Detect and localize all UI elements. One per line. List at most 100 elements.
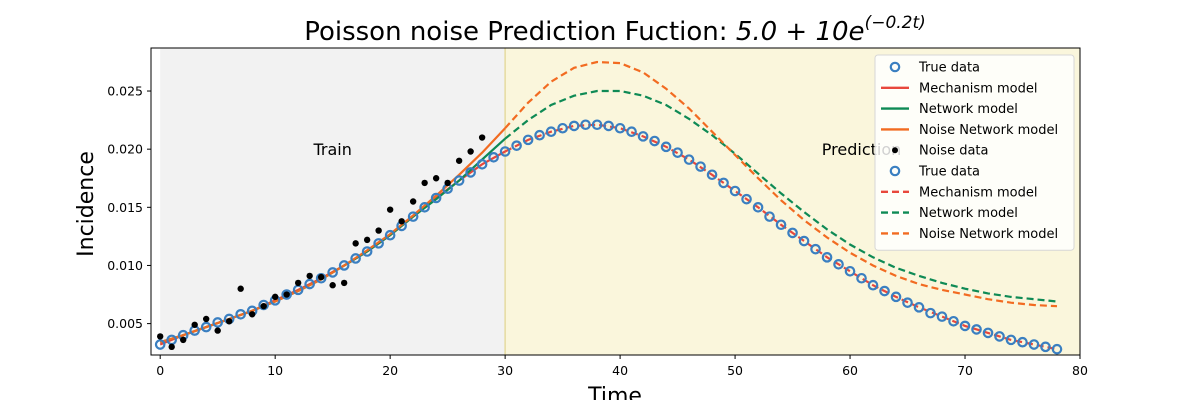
y-tick-label: 0.010: [107, 258, 143, 273]
legend-label: Mechanism model: [919, 185, 1037, 200]
legend-label: Network model: [919, 206, 1018, 221]
true-data-point: [580, 119, 591, 131]
region-train: [160, 48, 506, 355]
noise-data-point: [317, 273, 325, 281]
true-data-point: [959, 320, 971, 332]
true-data-point: [499, 146, 511, 157]
true-data-point: [200, 321, 212, 333]
noise-data-point: [202, 315, 210, 323]
noise-data-point: [225, 318, 233, 325]
true-data-point: [649, 135, 660, 147]
chart-title: Poisson noise Prediction Fuction: 5.0 + …: [304, 13, 926, 47]
noise-data-point: [375, 227, 382, 234]
true-data-point: [913, 302, 925, 313]
true-data-point: [729, 185, 741, 197]
legend-entry: Noise Network model: [881, 123, 1058, 138]
true-data-point: [350, 253, 361, 264]
true-data-point: [752, 202, 764, 213]
noise-data-point: [409, 198, 417, 205]
noise-data-point: [306, 272, 313, 280]
true-data-point: [419, 202, 430, 213]
x-tick-label: 40: [612, 363, 628, 378]
legend-entry: Mechanism model: [881, 185, 1037, 200]
legend-label: True data: [918, 61, 980, 76]
true-data-point: [476, 158, 488, 170]
true-data-point: [1017, 336, 1028, 348]
legend-box: [874, 54, 1075, 251]
y-axis-label: Incidence: [74, 151, 99, 257]
legend-entry: Noise data: [892, 144, 988, 159]
x-axis-label: Time: [587, 384, 642, 400]
true-data-point: [1040, 341, 1051, 353]
x-tick-label: 30: [497, 363, 513, 378]
true-data-point: [879, 285, 890, 297]
noise-data-point: [340, 279, 348, 287]
legend-entry: True data: [889, 165, 980, 180]
noise-data-point: [467, 148, 474, 155]
noise-data-point: [386, 206, 394, 213]
chart-title-text: Poisson noise Prediction Fuction:: [304, 17, 736, 47]
true-data-point: [384, 229, 396, 241]
noise-data-point: [237, 285, 244, 292]
network_model-prediction-line: [504, 89, 1058, 303]
legend-marker: [889, 165, 901, 177]
noise-data-point: [294, 279, 302, 287]
true-data-points: [154, 119, 1063, 355]
true-data-point: [430, 192, 442, 204]
x-tick-label: 80: [1072, 363, 1088, 378]
true-data-point: [672, 147, 683, 158]
true-data-point: [603, 120, 614, 132]
true-data-point: [798, 235, 810, 247]
legend-entry: Mechanism model: [881, 81, 1037, 96]
true-data-point: [810, 243, 821, 255]
true-data-point: [844, 265, 856, 277]
true-data-point: [373, 238, 384, 249]
true-data-point: [154, 339, 166, 350]
noise-data-point: [455, 157, 463, 164]
true-data-point: [775, 219, 787, 231]
true-data-point: [235, 308, 246, 320]
true-data-point: [833, 258, 844, 270]
noise-data-point: [432, 175, 440, 182]
noise-data-point: [260, 302, 267, 310]
true-data-point: [637, 131, 649, 142]
true-data-point: [557, 122, 568, 134]
region-label-train: Train: [312, 140, 351, 159]
noise-data-point: [168, 343, 175, 351]
legend-label: Mechanism model: [919, 81, 1037, 96]
noise-data-point: [271, 293, 279, 301]
true-data-point: [821, 252, 833, 263]
true-data-point: [787, 227, 798, 239]
true-data-point: [453, 175, 465, 186]
legend-marker: [889, 61, 901, 73]
noise-data-point: [352, 240, 359, 247]
noise-data-point: [191, 321, 198, 328]
true-data-point: [361, 246, 373, 257]
true-data-point: [327, 267, 338, 278]
y-axis: 0.005 0.010 0.015 0.020 0.025: [107, 84, 151, 331]
true-data-point: [902, 297, 913, 308]
noise_network_model-prediction-line: [504, 60, 1058, 308]
noise-data-point: [478, 134, 486, 141]
true-data-point: [568, 120, 580, 132]
true-data-point: [660, 141, 672, 153]
true-data-point: [718, 177, 729, 189]
true-data-point: [626, 126, 637, 138]
noise-data-point: [329, 282, 336, 289]
x-tick-label: 20: [382, 363, 398, 378]
true-data-point: [741, 193, 752, 205]
legend-label: Noise Network model: [919, 227, 1058, 242]
true-data-point: [706, 169, 718, 181]
noise-data-point: [398, 218, 405, 225]
x-tick-label: 0: [156, 363, 164, 378]
true-data-point: [522, 134, 534, 146]
true-data-point: [994, 331, 1005, 342]
true-data-point: [338, 260, 350, 271]
mechanism_model-prediction-line: [504, 123, 1058, 351]
true-data-point: [281, 289, 292, 300]
x-tick-label: 60: [842, 363, 858, 378]
true-data-point: [890, 291, 902, 303]
true-data-point: [465, 167, 476, 178]
true-data-point: [764, 211, 775, 222]
y-tick-label: 0.025: [107, 84, 143, 99]
